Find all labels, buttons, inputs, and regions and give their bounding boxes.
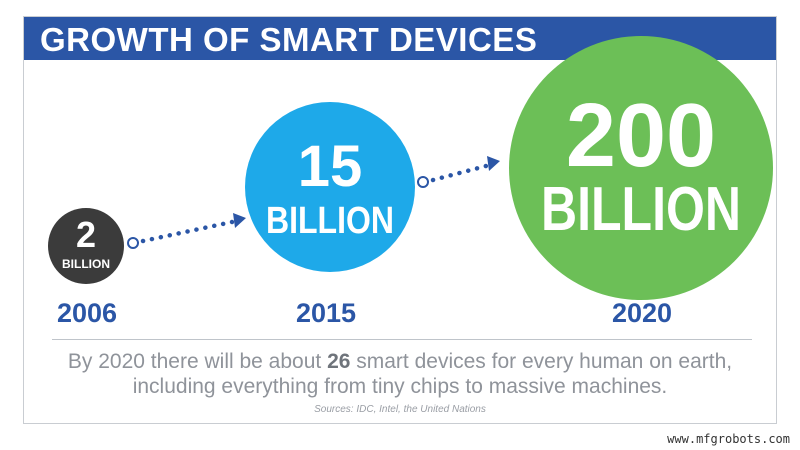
year-label-2015: 2015 xyxy=(296,298,357,328)
caption-text-end: smart devices for every human on earth, … xyxy=(132,350,733,398)
arrow-dots xyxy=(140,219,235,244)
arrow-start-ring xyxy=(127,237,139,249)
arrow-start-ring xyxy=(417,176,429,188)
bubble-2006-unit: BILLION xyxy=(62,257,110,271)
arrow-head xyxy=(233,213,246,228)
bubble-2015-unit: BILLION xyxy=(266,200,394,242)
arrow-head xyxy=(487,156,500,171)
divider xyxy=(52,339,752,340)
watermark: www.mfgrobots.com xyxy=(667,432,790,446)
caption-highlight-number: 26 xyxy=(327,350,351,373)
bubble-2015: 15 BILLION xyxy=(245,102,415,272)
sources-note: Sources: IDC, Intel, the United Nations xyxy=(314,404,486,415)
bubble-2015-circle xyxy=(245,102,415,272)
arrow-dots xyxy=(430,163,489,183)
bubble-2020-circle xyxy=(509,36,773,300)
bubble-2006-circle xyxy=(48,208,124,284)
bubble-2006-number: 2 xyxy=(76,214,96,255)
title-bar: GROWTH OF SMART DEVICES xyxy=(24,17,776,60)
caption: By 2020 there will be about 26 smart dev… xyxy=(40,349,760,399)
bubble-2015-number: 15 xyxy=(298,134,363,199)
bubble-2020-unit: BILLION xyxy=(541,175,741,244)
year-label-2020: 2020 xyxy=(612,298,673,328)
bubble-2006: 2 BILLION xyxy=(48,208,124,284)
growth-arrow-1 xyxy=(127,213,246,249)
bubble-2020: 200 BILLION xyxy=(509,36,773,300)
caption-text-start: By 2020 there will be about xyxy=(67,350,328,373)
page-title: GROWTH OF SMART DEVICES xyxy=(40,21,538,58)
year-label-2006: 2006 xyxy=(57,298,118,328)
bubble-2020-number: 200 xyxy=(566,86,716,186)
growth-arrow-2 xyxy=(417,156,500,188)
